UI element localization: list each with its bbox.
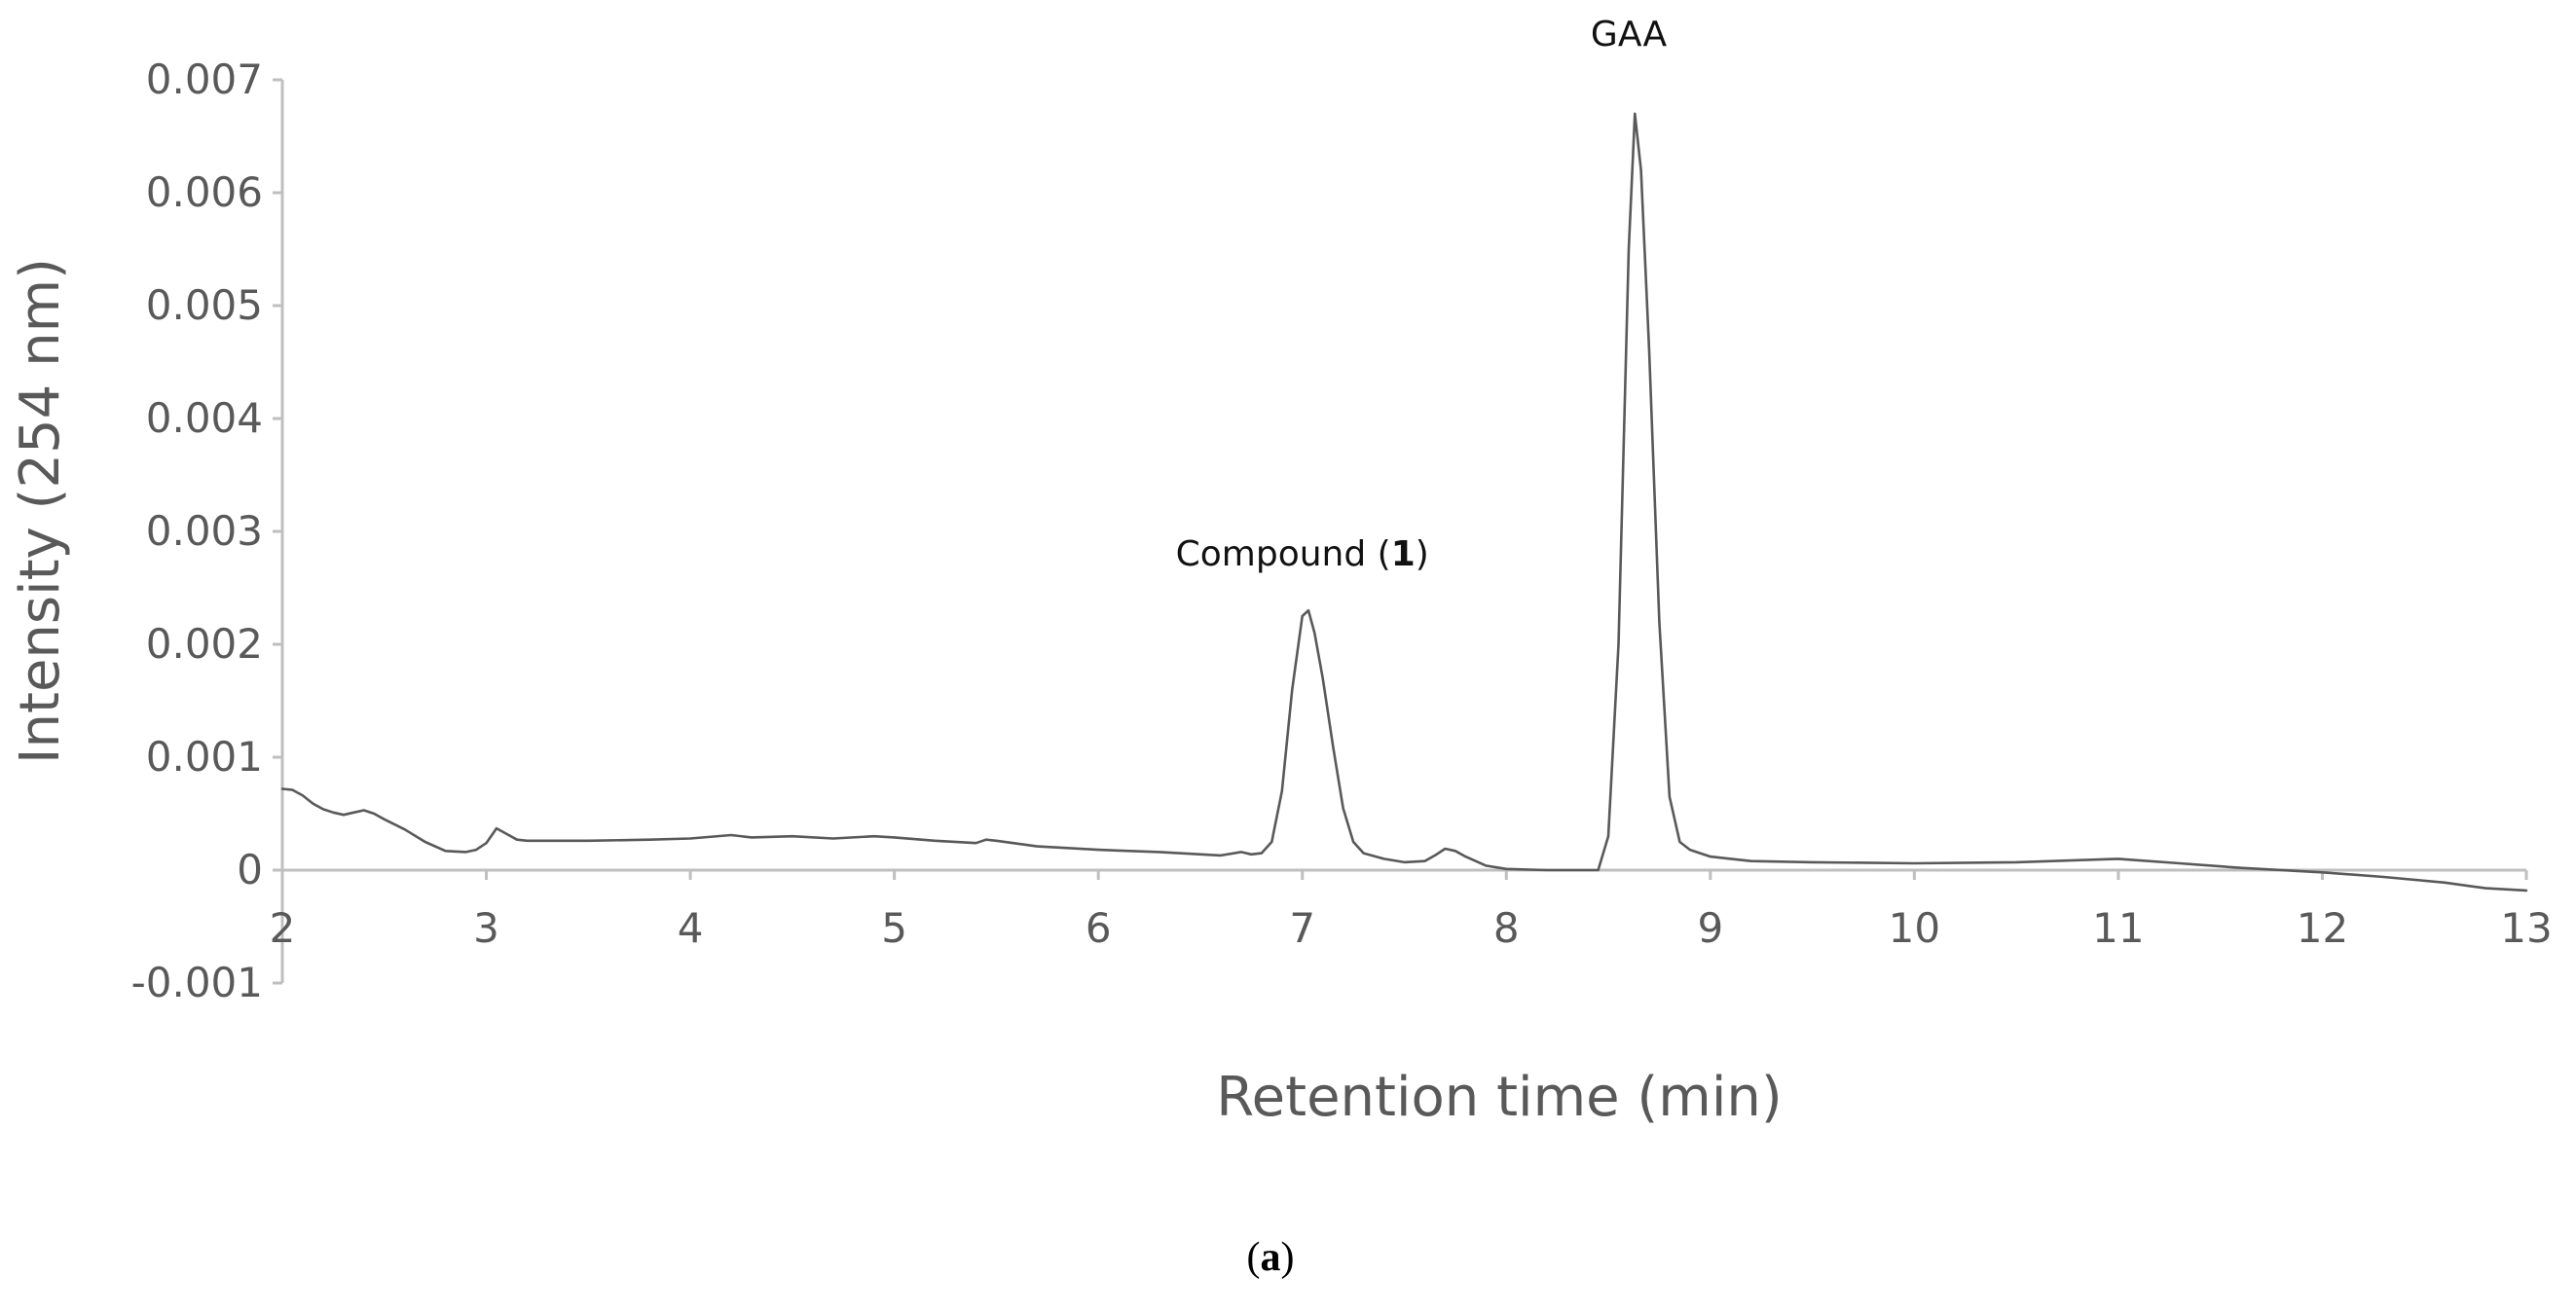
y-tick-label: 0.005	[146, 281, 263, 329]
series-line	[280, 112, 2528, 893]
y-tick-label: 0.002	[146, 620, 263, 668]
tick-labels: -0.001 0 0.001 0.002 0.003 0.004 0.005 0.006 0.0…	[131, 55, 2553, 1006]
y-tick-label: 0.001	[146, 733, 263, 781]
x-tick-label: 12	[2297, 904, 2348, 952]
y-axis-title: Intensity (254 nm)	[9, 258, 72, 764]
x-tick-label: 5	[881, 904, 907, 952]
x-tick-label: 13	[2500, 904, 2552, 952]
x-tick-label: 6	[1086, 904, 1112, 952]
plot-area	[280, 112, 2528, 893]
peak-annotation: Compound (1)	[1176, 534, 1429, 574]
peak-annotation: GAA	[1591, 15, 1668, 55]
x-tick-label: 9	[1697, 904, 1723, 952]
figure-caption: (a)	[1247, 1235, 1295, 1280]
caption-label: a	[1261, 1235, 1281, 1280]
x-tick-label: 11	[2092, 904, 2144, 952]
x-tick-label: 7	[1289, 904, 1315, 952]
y-tick-label: 0.003	[146, 507, 263, 555]
x-tick-label: 4	[678, 904, 704, 952]
axes	[273, 78, 2528, 985]
x-tick-label: 10	[1889, 904, 1940, 952]
y-tick-label: 0.006	[146, 168, 263, 216]
annotations: Compound (1) GAA	[1176, 15, 1668, 574]
caption-close-paren: )	[1281, 1235, 1295, 1280]
x-axis-title: Retention time (min)	[1216, 1066, 1782, 1129]
caption-open-paren: (	[1247, 1235, 1261, 1280]
x-tick-label: 8	[1493, 904, 1520, 952]
x-tick-label: 3	[473, 904, 499, 952]
y-tick-label: 0.007	[146, 55, 263, 103]
x-tick-label: 2	[270, 904, 296, 952]
y-tick-label: 0	[237, 846, 263, 893]
y-tick-label: 0.004	[146, 394, 263, 442]
y-tick-label: -0.001	[131, 959, 263, 1006]
